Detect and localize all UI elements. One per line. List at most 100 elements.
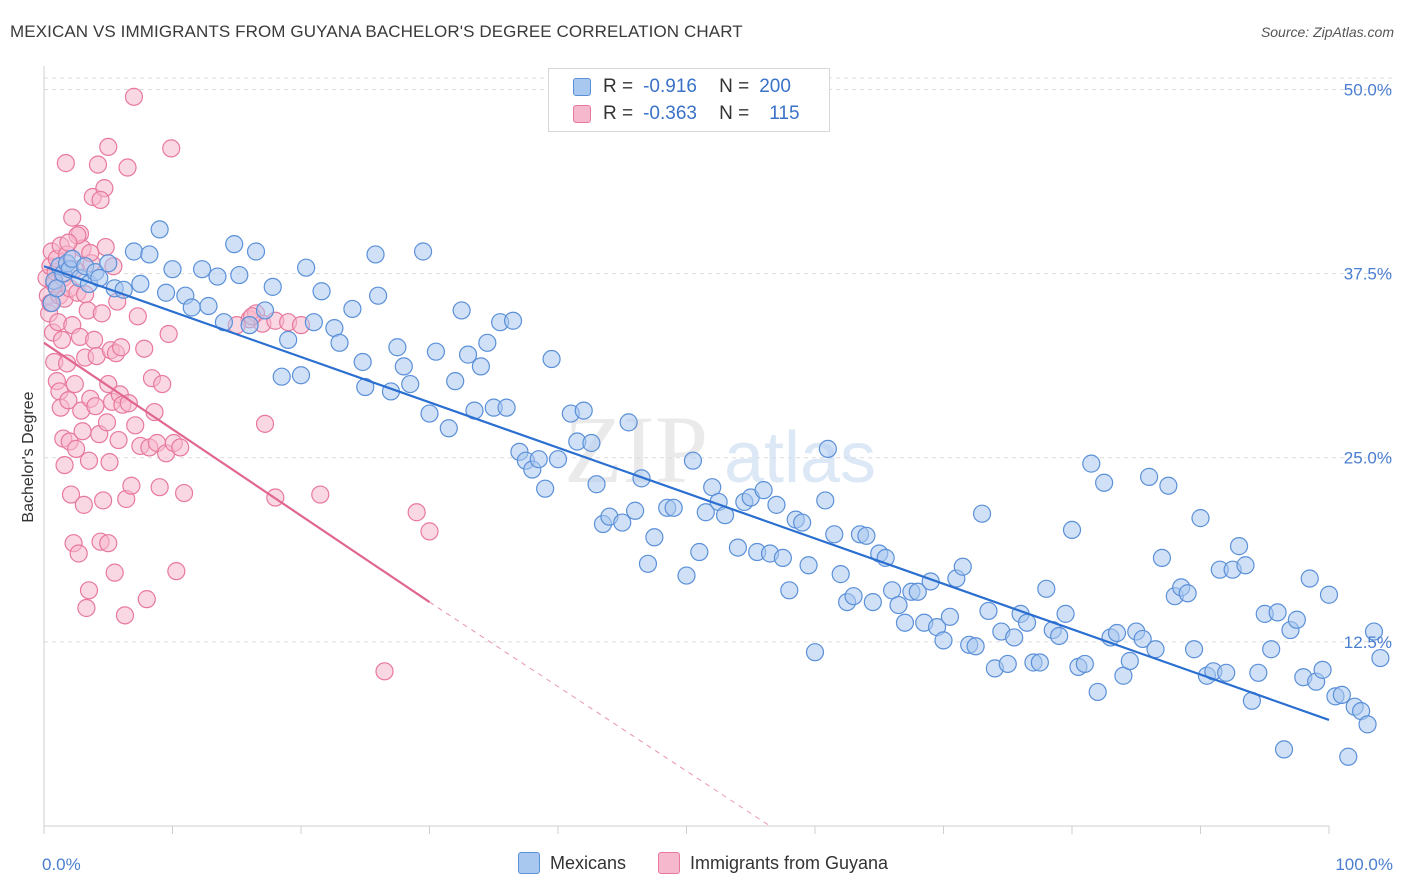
data-point [182, 298, 201, 317]
data-point [369, 286, 388, 305]
data-point [246, 242, 266, 261]
data-point [889, 595, 908, 615]
data-point [407, 503, 426, 522]
data-point [171, 438, 190, 457]
data-point [59, 233, 78, 252]
data-point [99, 254, 118, 273]
watermark-atlas: atlas [724, 418, 876, 498]
data-point [122, 476, 141, 495]
legend-swatch-pink [657, 852, 680, 874]
data-point [1120, 651, 1139, 671]
data-point [79, 581, 99, 600]
data-point [780, 581, 799, 600]
data-point [1050, 626, 1069, 646]
data-point [111, 338, 131, 357]
data-point [1139, 467, 1159, 486]
data-point [1159, 476, 1178, 495]
data-point [613, 513, 632, 532]
data-point [150, 478, 169, 497]
data-point [1184, 640, 1204, 659]
legend-n-label: N = [719, 76, 750, 97]
data-point [664, 498, 683, 517]
legend-item-guyana: Immigrants from Guyana [657, 852, 888, 874]
data-point [1005, 628, 1024, 647]
data-point [696, 503, 715, 522]
data-point [150, 220, 169, 239]
data-point [77, 598, 96, 618]
data-point [1287, 610, 1306, 629]
data-point [128, 307, 147, 326]
data-point [645, 528, 664, 547]
data-point [426, 342, 446, 361]
data-point [375, 662, 394, 681]
data-point [135, 339, 154, 358]
data-point [159, 324, 178, 344]
data-point [1056, 604, 1075, 623]
data-point [690, 542, 709, 562]
data-point [818, 439, 837, 458]
x-tick-label: 100.0% [1335, 855, 1393, 874]
data-point [1319, 585, 1339, 604]
data-point [587, 475, 606, 494]
data-point [638, 554, 658, 573]
legend-r-label: R = [603, 76, 634, 97]
data-point [934, 631, 953, 650]
data-point [140, 245, 159, 264]
y-tick-label: 25.0% [1344, 449, 1392, 468]
legend-row-guyana: R = -0.363 N = 115 [573, 101, 800, 127]
data-point [126, 416, 145, 435]
data-point [74, 495, 93, 514]
data-point [503, 311, 523, 330]
data-point [1358, 715, 1377, 734]
data-point [366, 245, 385, 264]
data-point [124, 242, 144, 261]
data-point [114, 280, 133, 299]
data-point [825, 525, 844, 544]
data-point [1229, 537, 1249, 556]
data-point [167, 562, 186, 581]
data-point [79, 451, 99, 470]
data-point [312, 282, 331, 301]
data-point [96, 237, 115, 257]
data-point [497, 398, 516, 417]
legend-item-mexicans: Mexicans [517, 852, 626, 874]
data-point [67, 439, 86, 458]
data-point [1133, 629, 1152, 649]
data-point [255, 301, 275, 320]
data-point [291, 366, 311, 385]
data-point [413, 242, 433, 261]
data-point [844, 587, 863, 606]
data-point [953, 557, 972, 576]
legend-label-mexicans: Mexicans [549, 852, 626, 873]
data-point [1332, 685, 1351, 704]
data-point [1217, 663, 1236, 682]
data-point [162, 139, 181, 158]
data-point [1037, 579, 1056, 598]
legend-swatch-pink [573, 105, 591, 123]
data-point [1274, 740, 1294, 759]
legend-swatch-blue [573, 78, 591, 96]
data-point [773, 548, 792, 568]
data-point [225, 235, 244, 254]
data-point [401, 374, 420, 394]
data-point [59, 391, 78, 410]
data-point [86, 397, 105, 416]
data-point [137, 590, 156, 609]
data-point [1030, 653, 1049, 672]
data-point [55, 455, 74, 475]
data-point [163, 260, 182, 279]
data-point [1082, 454, 1101, 473]
data-point [1075, 654, 1094, 674]
data-point [1371, 648, 1390, 668]
data-point [420, 404, 439, 423]
data-point [420, 522, 439, 541]
y-axis-label: Bachelor's Degree [20, 391, 37, 522]
data-point [895, 613, 915, 632]
legend-row-mexicans: R = -0.916 N = 200 [573, 74, 791, 100]
y-tick-label: 12.5% [1344, 633, 1392, 652]
data-point [1152, 548, 1172, 568]
data-point [1178, 584, 1197, 603]
data-point [1262, 640, 1281, 659]
data-point [1062, 520, 1082, 540]
